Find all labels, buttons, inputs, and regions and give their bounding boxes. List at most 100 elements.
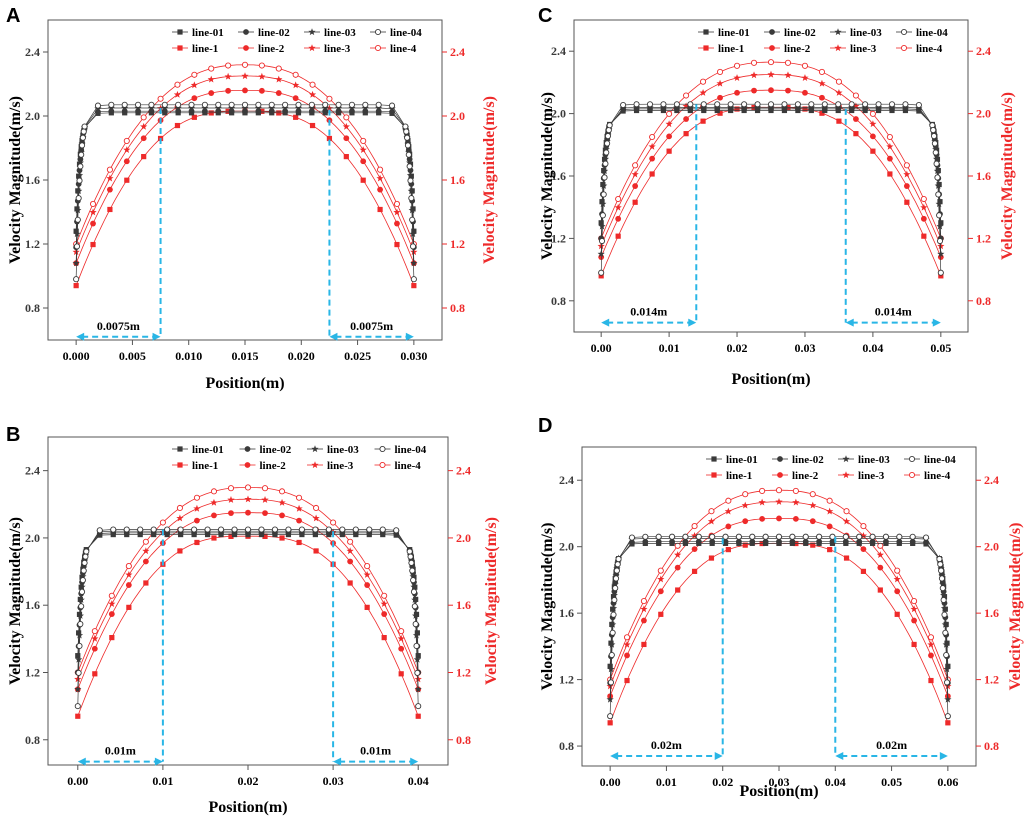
data-point-line-1 (364, 604, 370, 610)
data-point-line-1 (894, 611, 900, 617)
data-point-line-04 (335, 101, 342, 108)
data-point-line-2 (194, 517, 200, 524)
data-point-line-4 (313, 504, 320, 512)
data-point-line-4 (927, 634, 935, 641)
data-point-line-3 (682, 102, 690, 110)
data-point-line-1 (691, 568, 698, 574)
data-point-line-03 (934, 182, 942, 189)
series-line-1 (75, 533, 421, 719)
data-point-line-3 (258, 72, 266, 80)
data-point-line-4 (241, 61, 249, 68)
data-point-line-04 (244, 526, 252, 533)
data-point-line-04 (935, 191, 942, 198)
data-point-line-2 (624, 652, 630, 659)
legend-label-line-02: line-02 (258, 27, 290, 39)
data-point-line-4 (911, 598, 918, 605)
data-point-line-04 (882, 533, 889, 540)
data-point-line-04 (933, 160, 940, 167)
data-point-line-03 (935, 200, 943, 208)
data-point-line-04 (762, 533, 769, 540)
data-point-line-04 (612, 585, 619, 592)
data-point-line-4 (886, 133, 893, 141)
legend-label-line-1: line-1 (726, 470, 752, 482)
panel-letter: C (538, 5, 552, 27)
data-point-line-04 (308, 101, 315, 108)
y-tick-label-left: 2.4 (25, 45, 40, 59)
data-point-line-1 (938, 273, 944, 279)
data-point-line-04 (682, 533, 689, 540)
data-point-line-4 (398, 628, 405, 635)
data-point-line-04 (82, 553, 89, 560)
data-point-line-04 (348, 101, 355, 108)
data-point-line-04 (204, 526, 211, 533)
data-point-line-4 (140, 114, 147, 121)
annotation-left: 0.014m (601, 104, 698, 327)
data-point-line-2 (225, 87, 232, 94)
y-tick-label-right: 2.0 (450, 109, 465, 123)
data-point-line-03 (78, 583, 86, 591)
data-point-line-4 (860, 523, 867, 530)
x-tick-label: 0.01 (152, 774, 173, 788)
data-point-line-04 (81, 123, 88, 130)
x-axis-title: Position(m) (739, 783, 818, 800)
series-line-4 (607, 487, 951, 683)
data-point-line-1 (827, 547, 833, 553)
y-tick-label-left: 0.8 (559, 739, 574, 753)
data-point-line-04 (848, 101, 855, 108)
data-point-line-1 (649, 171, 655, 177)
data-point-line-04 (268, 101, 275, 108)
data-point-line-4 (657, 567, 664, 574)
annotation-arrow-left (610, 752, 619, 761)
data-point-line-1 (945, 720, 951, 726)
data-point-line-2 (140, 135, 147, 142)
data-point-line-4 (700, 78, 707, 85)
data-point-line-01 (599, 199, 605, 205)
legend-label-line-4: line-4 (395, 460, 422, 472)
legend-label-line-03: line-03 (858, 454, 890, 466)
data-point-line-4 (640, 598, 647, 605)
data-point-line-03 (940, 591, 948, 599)
x-tick-label: 0.03 (323, 774, 344, 788)
data-point-line-4 (208, 65, 215, 72)
data-point-line-04 (620, 101, 627, 109)
data-point-line-4 (174, 81, 181, 88)
annotation-arrow-left (329, 332, 338, 341)
y-tick-label-right: 1.2 (456, 665, 471, 679)
legend-label-line-04: line-04 (924, 454, 956, 466)
series-line-2 (607, 515, 951, 700)
data-point-line-1 (415, 713, 421, 719)
data-point-line-04 (406, 548, 413, 555)
data-point-line-2 (262, 510, 268, 517)
y-tick-label-right: 2.4 (976, 44, 991, 58)
data-point-line-04 (869, 533, 876, 540)
x-tick-label: 0.06 (937, 775, 958, 789)
data-point-line-04 (934, 174, 941, 181)
data-point-line-04 (599, 212, 606, 219)
annotation-arrow-right (154, 757, 163, 766)
data-point-line-4 (894, 567, 901, 574)
data-point-line-2 (768, 87, 774, 94)
data-point-line-04 (936, 556, 943, 563)
legend-label-line-3: line-3 (327, 460, 354, 472)
data-point-line-03 (939, 580, 947, 588)
data-point-line-03 (944, 695, 952, 703)
data-point-line-3 (886, 142, 894, 150)
series-line-3 (606, 498, 952, 690)
data-point-line-04 (393, 527, 400, 534)
plot-frame (47, 19, 443, 341)
data-point-line-04 (78, 588, 86, 595)
data-point-line-04 (615, 556, 622, 563)
data-point-line-3 (707, 517, 716, 525)
x-tick-label: 0.04 (408, 774, 429, 788)
data-point-line-1 (921, 233, 927, 239)
data-point-line-04 (255, 101, 262, 108)
legend-label-line-02: line-02 (260, 444, 292, 456)
data-point-line-03 (75, 655, 83, 663)
data-point-line-04 (941, 611, 948, 618)
data-point-line-1 (90, 241, 96, 248)
data-point-line-3 (393, 208, 401, 216)
data-point-line-04 (932, 149, 939, 156)
data-point-line-4 (742, 491, 749, 498)
series-line-02 (74, 529, 422, 676)
legend-marker-line-4 (379, 461, 386, 469)
